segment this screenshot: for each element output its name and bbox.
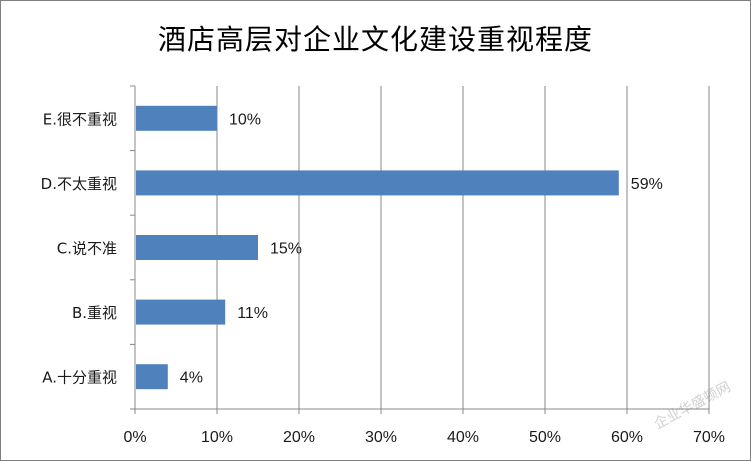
category-label: C.说不准 <box>57 240 117 258</box>
data-label: 59% <box>631 176 663 193</box>
category-label: B.重视 <box>72 304 117 322</box>
x-tick-label: 60% <box>611 429 643 446</box>
bar <box>136 299 226 325</box>
data-label: 10% <box>229 111 261 128</box>
bar <box>136 235 258 260</box>
x-tick-label: 50% <box>529 429 561 446</box>
bar <box>136 105 217 131</box>
x-tick-label: 70% <box>693 429 725 446</box>
category-label: D.不太重视 <box>41 175 117 193</box>
x-tick-label: 0% <box>123 429 146 446</box>
x-tick-label: 10% <box>201 429 233 446</box>
bar <box>136 170 619 196</box>
category-label: E.很不重视 <box>43 110 117 128</box>
data-label: 4% <box>180 370 203 387</box>
data-label: 11% <box>237 305 268 322</box>
data-label: 15% <box>270 241 302 258</box>
bar <box>136 364 168 390</box>
category-label: A.十分重视 <box>42 369 117 387</box>
x-tick-label: 30% <box>365 429 397 446</box>
x-tick-label: 40% <box>447 429 479 446</box>
chart-title: 酒店高层对企业文化建设重视程度 <box>157 23 593 56</box>
x-tick-label: 20% <box>283 429 315 446</box>
